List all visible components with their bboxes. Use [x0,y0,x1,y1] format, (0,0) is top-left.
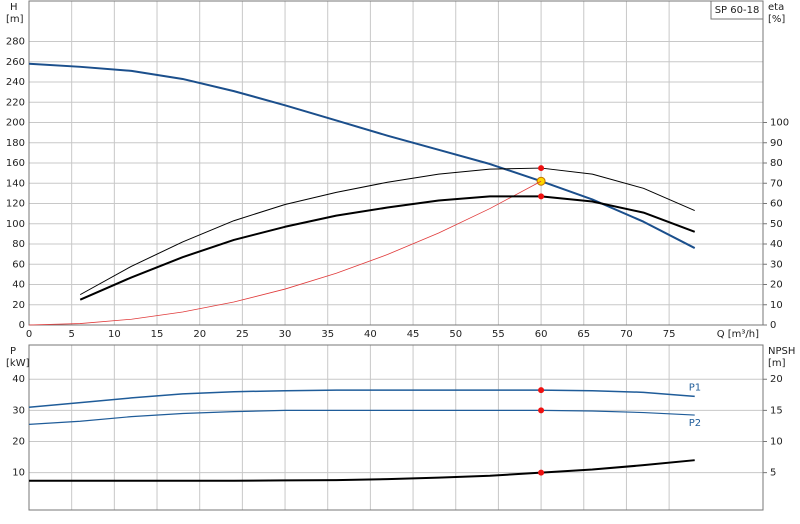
y2-tick-label: 70 [770,178,783,189]
y2-tick-label: 0 [770,320,776,331]
y-axis-label: P [10,346,16,357]
y-axis-label: H [10,2,18,13]
series-line [28,409,695,425]
y2-tick-label: 10 [770,437,783,448]
x-tick-label: 50 [449,329,462,340]
y2-axis-unit: [%] [768,14,785,25]
plot-frame [28,0,764,326]
series-line [28,62,696,249]
series-line [28,389,695,409]
y-tick-label: 160 [6,158,25,169]
x-tick-label: 70 [620,329,633,340]
y2-tick-label: 5 [770,468,776,479]
y2-tick-label: 50 [770,219,783,230]
y2-tick-label: 30 [770,259,783,270]
y-tick-label: 10 [12,468,25,479]
y-tick-label: 40 [12,374,25,385]
y2-tick-label: 20 [770,374,783,385]
y2-axis-label: NPSH [768,346,795,357]
x-tick-label: 65 [577,329,590,340]
x-tick-label: 35 [321,329,334,340]
series-label: P2 [689,418,701,429]
y-tick-label: 40 [12,280,25,291]
y-tick-label: 80 [12,239,25,250]
x-tick-label: 30 [279,329,292,340]
y-tick-label: 30 [12,405,25,416]
y-tick-label: 280 [6,37,25,48]
operating-point [538,193,545,200]
legend-label: SP 60-18 [715,5,760,16]
x-tick-label: 40 [364,329,377,340]
plot-frame [28,344,764,511]
y-tick-label: 120 [6,199,25,210]
x-tick-label: 10 [108,329,121,340]
series-label: P1 [689,382,701,393]
y2-tick-label: 90 [770,138,783,149]
y-tick-label: 20 [12,437,25,448]
y2-tick-label: 40 [770,239,783,250]
y2-axis-label: eta [768,2,784,13]
x-tick-label: 75 [663,329,676,340]
operating-point [538,407,545,414]
operating-point [538,165,545,172]
x-tick-label: 20 [193,329,206,340]
operating-point [538,469,545,476]
x-tick-label: 60 [535,329,548,340]
series-line [79,195,696,301]
x-tick-label: 45 [407,329,420,340]
x-tick-label: 25 [236,329,249,340]
y-tick-label: 260 [6,57,25,68]
series-line [29,459,695,482]
x-tick-label: 5 [68,329,74,340]
y2-tick-label: 10 [770,300,783,311]
y2-tick-label: 15 [770,405,783,416]
y-tick-label: 0 [19,320,25,331]
y-tick-label: 140 [6,178,25,189]
y-tick-label: 60 [12,259,25,270]
x-axis-label: Q [m³/h] [717,329,759,340]
x-tick-label: 0 [26,329,32,340]
series-line [79,167,695,296]
y2-tick-label: 60 [770,199,783,210]
y-tick-label: 180 [6,138,25,149]
y2-tick-label: 20 [770,280,783,291]
y2-tick-label: 80 [770,158,783,169]
x-tick-label: 55 [492,329,505,340]
series-line [28,180,542,326]
y2-axis-unit: [m] [768,358,786,369]
y-axis-unit: [m] [6,14,24,25]
legend-box [710,0,764,20]
y-tick-label: 200 [6,118,25,129]
y-tick-label: 240 [6,77,25,88]
x-tick-label: 15 [151,329,164,340]
operating-point [538,387,545,394]
y-tick-label: 220 [6,97,25,108]
y2-tick-label: 100 [770,118,789,129]
y-tick-label: 20 [12,300,25,311]
y-axis-unit: [kW] [6,358,30,369]
y-tick-label: 100 [6,219,25,230]
